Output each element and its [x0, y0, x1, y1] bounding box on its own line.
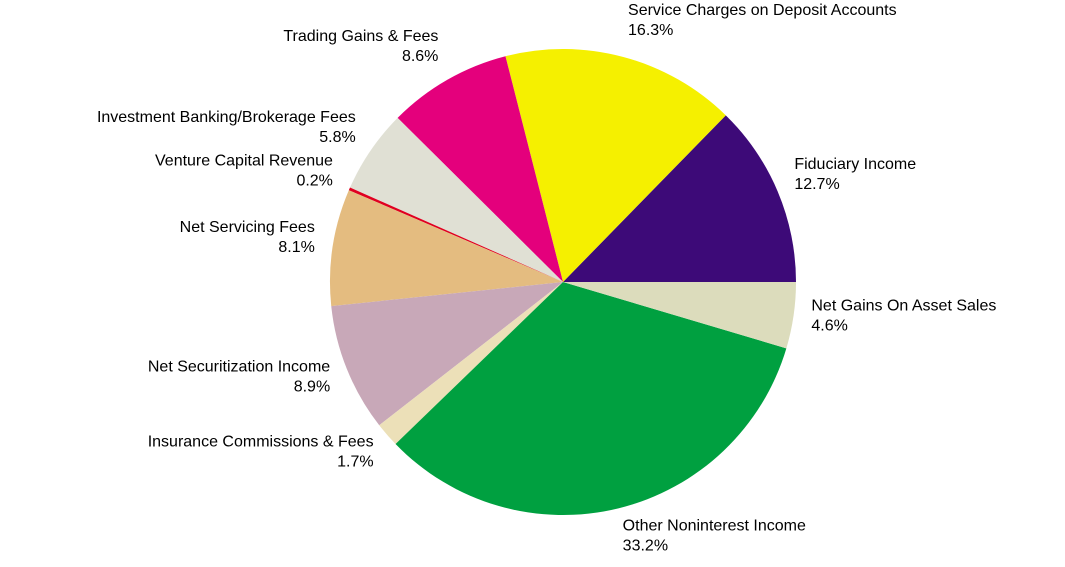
- slice-value-label: 16.3%: [628, 22, 673, 39]
- pie-slice: [563, 115, 796, 282]
- slice-label: Service Charges on Deposit Accounts: [628, 2, 897, 19]
- pie-slice: [331, 282, 563, 426]
- pie-slice: [563, 282, 796, 349]
- pie-slice: [330, 190, 563, 307]
- pie-slice: [395, 282, 787, 515]
- pie-slice: [505, 48, 726, 282]
- slice-label: Other Noninterest Income: [623, 517, 806, 534]
- slice-value-label: 0.2%: [296, 173, 332, 190]
- slice-value-label: 1.7%: [337, 454, 373, 471]
- slice-label: Trading Gains & Fees: [283, 28, 438, 45]
- slice-label: Fiduciary Income: [794, 156, 916, 173]
- slice-label: Insurance Commissions & Fees: [148, 434, 374, 451]
- pie-slice: [379, 282, 563, 445]
- slice-value-label: 12.7%: [794, 176, 839, 193]
- slice-label: Venture Capital Revenue: [155, 153, 333, 170]
- slice-value-label: 8.1%: [278, 239, 314, 256]
- slice-label: Net Servicing Fees: [180, 219, 315, 236]
- slice-value-label: 33.2%: [623, 537, 668, 554]
- slice-value-label: 8.6%: [402, 48, 438, 65]
- slice-value-label: 5.8%: [319, 129, 355, 146]
- slice-value-label: 8.9%: [294, 378, 330, 395]
- slice-value-label: 4.6%: [811, 317, 847, 334]
- pie-slice: [348, 187, 563, 282]
- slice-label: Net Securitization Income: [148, 358, 330, 375]
- slice-label: Net Gains On Asset Sales: [811, 297, 996, 314]
- slice-label: Investment Banking/Brokerage Fees: [97, 109, 356, 126]
- pie-slice: [350, 117, 563, 283]
- pie-slice: [397, 56, 563, 282]
